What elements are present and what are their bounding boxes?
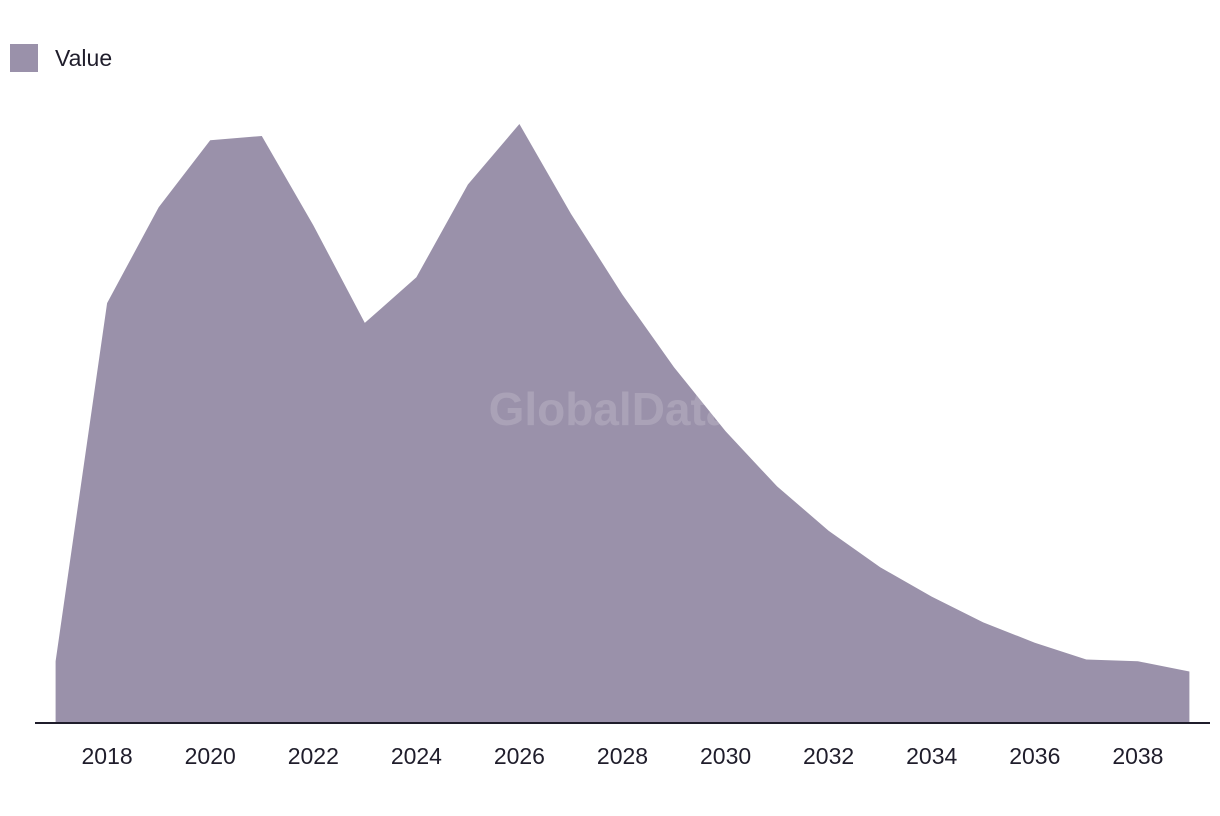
data-point-2031 (775, 484, 779, 488)
x-tick-label-2032: 2032 (803, 743, 854, 769)
data-point-2019 (157, 205, 161, 209)
data-point-2018 (105, 301, 109, 305)
legend: Value (10, 44, 112, 72)
x-tick-label-2038: 2038 (1112, 743, 1163, 769)
data-point-2022 (311, 223, 315, 227)
data-point-2032 (827, 529, 831, 533)
series-layer (54, 122, 1191, 723)
area-series-value (55, 124, 1190, 723)
x-tick-label-2024: 2024 (391, 743, 442, 769)
watermark: GlobalData (489, 383, 732, 435)
data-point-2035 (981, 620, 985, 624)
data-point-2020 (208, 138, 212, 142)
x-tick-label-2022: 2022 (288, 743, 339, 769)
x-tick-label-2036: 2036 (1009, 743, 1060, 769)
data-point-2021 (260, 134, 264, 138)
x-tick-label-2018: 2018 (82, 743, 133, 769)
data-point-2017 (54, 659, 58, 663)
x-tick-label-2020: 2020 (185, 743, 236, 769)
data-point-2038 (1136, 659, 1140, 663)
legend-label: Value (55, 44, 113, 71)
x-tick-label-2034: 2034 (906, 743, 957, 769)
data-point-2037 (1084, 658, 1088, 662)
x-tick-label-2030: 2030 (700, 743, 751, 769)
data-point-2033 (878, 565, 882, 569)
x-tick-label-2028: 2028 (597, 743, 648, 769)
data-point-2027 (569, 212, 573, 216)
data-point-2024 (414, 275, 418, 279)
data-point-2039 (1187, 670, 1191, 674)
data-point-2026 (517, 122, 521, 126)
data-point-2023 (363, 321, 367, 325)
x-tick-label-2026: 2026 (494, 743, 545, 769)
data-point-2025 (466, 183, 470, 187)
x-axis-ticks: 2018 2020 2022 2024 2026 2028 2030 2032 2034 2036… (82, 743, 1164, 769)
legend-swatch (10, 44, 38, 72)
data-point-2036 (1033, 641, 1037, 645)
data-point-2029 (672, 365, 676, 369)
data-point-2028 (621, 293, 625, 297)
data-point-2034 (930, 595, 934, 599)
